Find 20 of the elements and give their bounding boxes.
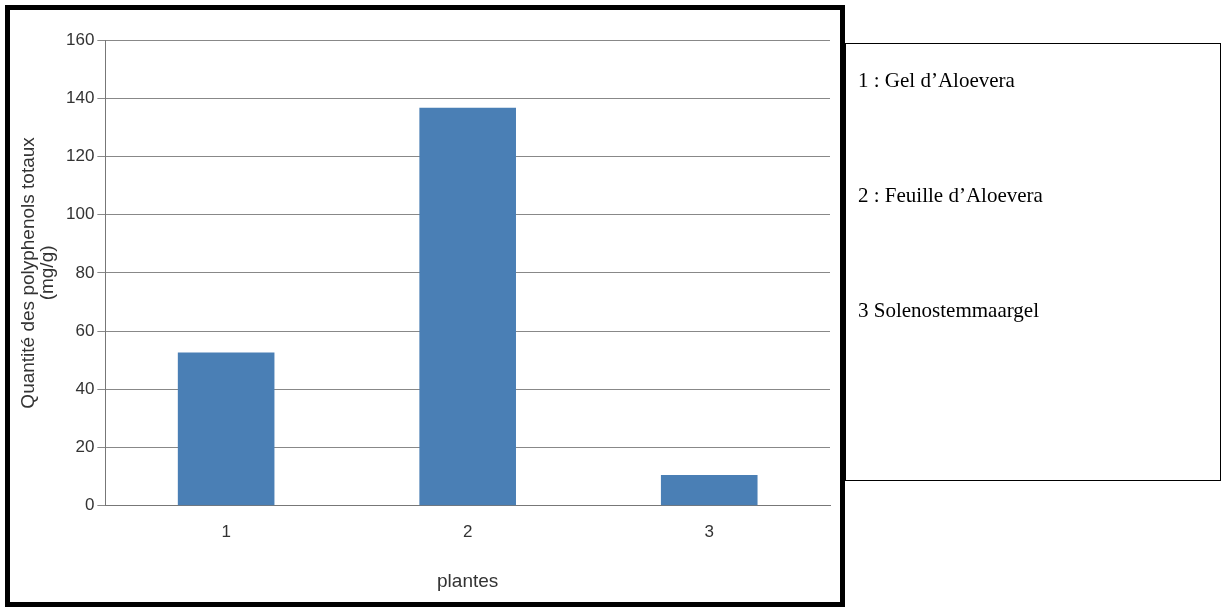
- x-axis-title: plantes: [437, 569, 499, 591]
- y-tick-label: 160: [65, 29, 95, 49]
- text: 1 : Gel d’Aloevera: [858, 68, 1015, 93]
- x-tick-label: 3: [704, 521, 714, 541]
- x-tick-label: 2: [462, 521, 473, 541]
- x-tick-label: 1: [221, 521, 231, 541]
- bar: [419, 107, 516, 506]
- y-tick-label: 60: [75, 320, 95, 340]
- text: 2 : Feuille d’Aloevera: [858, 183, 1043, 208]
- y-axis-title: Quantité des polyphenols totaux (mg/g): [16, 136, 57, 409]
- y-tick-label: 80: [75, 262, 95, 282]
- y-tick-label: 0: [84, 495, 95, 515]
- y-tick-label: 100: [65, 204, 95, 224]
- bar: [177, 352, 275, 506]
- text: 3 Solenostemmaargel: [858, 298, 1039, 323]
- bar: [660, 474, 758, 506]
- y-tick-label: 20: [75, 437, 95, 457]
- y-tick-label: 120: [65, 146, 95, 166]
- y-tick-label: 40: [75, 379, 95, 399]
- y-tick-label: 140: [65, 87, 95, 107]
